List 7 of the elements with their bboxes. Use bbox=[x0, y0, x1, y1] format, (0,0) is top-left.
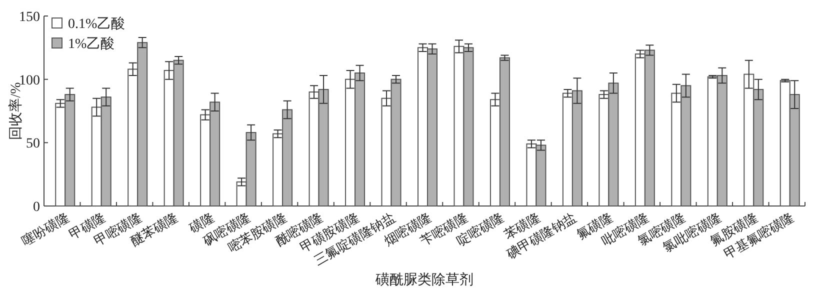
y-tick-label: 50 bbox=[26, 136, 40, 152]
x-axis-title: 磺酰脲类除草剂 bbox=[374, 272, 474, 288]
y-tick-label: 150 bbox=[19, 10, 40, 25]
legend-label: 1%乙酸 bbox=[68, 36, 115, 52]
legend-label: 0.1%乙酸 bbox=[68, 16, 126, 32]
y-tick-label: 0 bbox=[33, 200, 40, 215]
y-tick-label: 100 bbox=[19, 73, 40, 88]
